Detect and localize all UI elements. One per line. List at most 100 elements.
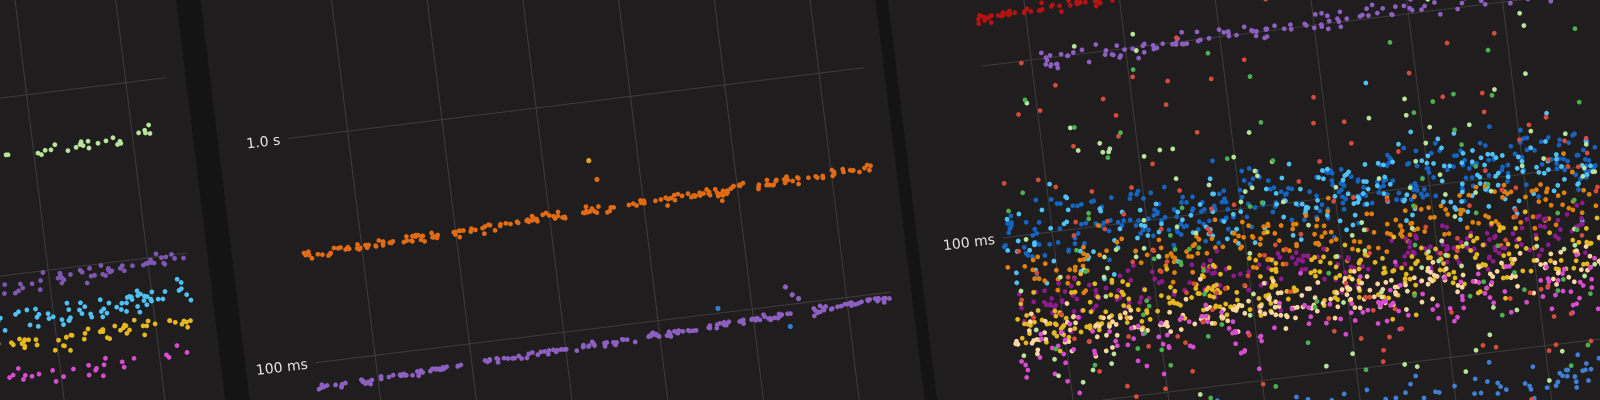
scatter-point (1315, 280, 1321, 285)
scatter-point (85, 138, 91, 144)
scatter-point (1334, 254, 1340, 259)
scatter-point (1366, 13, 1371, 18)
scatter-point (1583, 361, 1589, 366)
scatter-point (876, 297, 882, 303)
scatter-point (1263, 0, 1269, 2)
scatter-point (1167, 300, 1173, 306)
scatter-point (1075, 203, 1080, 209)
scatter-point (137, 309, 143, 315)
scatter-point (1034, 230, 1040, 236)
scatter-point (1455, 235, 1460, 241)
scatter-point (1524, 216, 1530, 222)
scatter-point (1052, 321, 1058, 327)
scatter-point (1049, 2, 1055, 8)
scatter-point (140, 323, 146, 329)
scatter-point (1346, 169, 1352, 175)
scatter-point (621, 337, 626, 343)
scatter-point (981, 14, 987, 20)
scatter-point (0, 315, 3, 321)
scatter-point (838, 303, 844, 309)
scatter-point (1180, 194, 1186, 200)
scatter-point (1555, 210, 1561, 216)
scatter-point (1272, 242, 1278, 248)
scatter-point (1113, 247, 1119, 253)
scatter-point (1294, 241, 1299, 247)
scatter-point (1536, 199, 1542, 205)
scatter-point (1069, 290, 1074, 295)
scatter-point (22, 343, 28, 349)
scatter-point (1019, 359, 1024, 364)
scatter-point (1038, 331, 1044, 337)
scatter-point (1279, 175, 1285, 181)
scatter-point (1505, 170, 1511, 176)
scatter-point (586, 343, 592, 349)
scatter-point (1246, 269, 1252, 275)
scatter-point (160, 296, 166, 302)
scatter-point (1094, 334, 1100, 340)
scatter-point (1114, 343, 1120, 349)
scatter-point (1022, 97, 1028, 103)
scatter-point (1329, 178, 1335, 184)
scatter-point (1424, 160, 1430, 166)
scatter-point (1065, 207, 1071, 213)
scatter-point (1401, 145, 1407, 151)
scatter-point (1425, 153, 1431, 159)
scatter-point (103, 355, 108, 361)
scatter-point (1426, 170, 1432, 175)
scatter-point (1375, 281, 1381, 287)
scatter-point (1437, 11, 1443, 17)
scatter-point (1553, 292, 1558, 298)
scatter-point (1201, 206, 1207, 212)
scatter-point (1537, 223, 1543, 229)
scatter-point (1457, 193, 1463, 198)
scatter-point (1459, 284, 1465, 290)
scatter-point (665, 196, 671, 202)
scatter-point (1513, 274, 1518, 279)
scatter-point (40, 270, 46, 275)
scatter-point (1186, 319, 1192, 325)
scatter-point (1452, 214, 1458, 219)
scatter-point (1409, 7, 1415, 13)
scatter-point (1589, 276, 1595, 282)
scatter-point (1482, 1, 1488, 7)
scatter-point (1438, 203, 1444, 209)
scatter-point (1062, 337, 1068, 343)
scatter-point (783, 174, 789, 180)
scatter-point (1159, 221, 1164, 227)
scatter-point (1103, 294, 1109, 299)
scatter-point (1501, 253, 1507, 258)
scatter-point (1319, 202, 1325, 207)
scatter-point (433, 366, 438, 372)
scatter-point (1553, 222, 1559, 228)
chart-panel-left (0, 0, 230, 400)
scatter-point (1443, 252, 1449, 258)
scatter-point (1117, 55, 1123, 60)
scatter-point (1093, 303, 1099, 309)
scatter-point (1448, 199, 1454, 205)
scatter-point (1404, 218, 1409, 223)
scatter-point (1198, 37, 1203, 43)
scatter-point (1254, 28, 1259, 34)
gridline-vertical (602, 0, 673, 400)
scatter-point (1314, 217, 1320, 222)
scatter-point (1451, 131, 1457, 136)
scatter-point (184, 292, 190, 298)
scatter-point (136, 130, 142, 136)
scatter-point (1499, 153, 1505, 158)
scatter-point (1307, 286, 1312, 292)
scatter-point (1502, 289, 1508, 294)
scatter-point (1458, 211, 1463, 217)
scatter-point (1384, 221, 1390, 227)
scatter-point (1431, 175, 1436, 180)
scatter-point (1067, 321, 1073, 327)
scatter-point (339, 384, 344, 390)
scatter-point (1468, 248, 1473, 253)
scatter-point (1493, 155, 1499, 161)
scatter-point (1479, 90, 1485, 96)
scatter-point (1454, 153, 1460, 158)
scatter-point (184, 350, 190, 355)
scatter-point (1032, 276, 1037, 282)
scatter-point (1204, 250, 1210, 256)
scatter-point (1151, 233, 1156, 239)
scatter-point (1105, 218, 1110, 224)
